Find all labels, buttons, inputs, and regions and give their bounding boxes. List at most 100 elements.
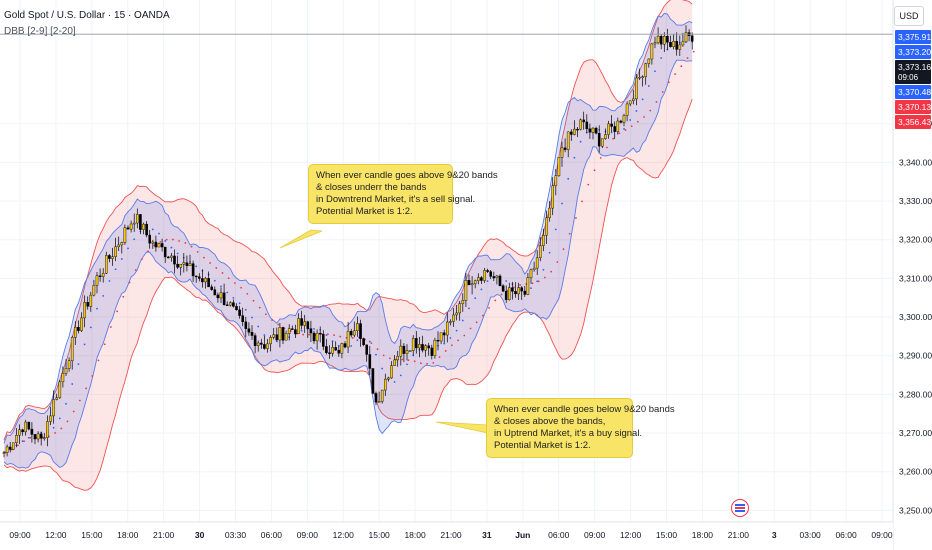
time-tick-label: Jun [515, 530, 530, 540]
tradingview-logo-icon[interactable] [731, 499, 749, 517]
basis-dot-outer [686, 57, 689, 59]
candle-body [275, 334, 279, 341]
candle-body [517, 287, 520, 295]
inner-band-fill [4, 13, 693, 469]
candle-body [247, 328, 251, 333]
basis-dot-inner [660, 57, 663, 59]
basis-dot-outer [575, 217, 577, 219]
candle-body [86, 302, 89, 307]
basis-dot-inner [257, 325, 260, 328]
basis-dot-outer [475, 321, 478, 324]
price-tick-label: 3,260.000 [899, 467, 932, 477]
basis-dot-outer [184, 242, 187, 244]
basis-dot-inner [251, 316, 253, 319]
candle-body [579, 119, 582, 130]
candle-body [573, 128, 576, 135]
candle-body [11, 442, 15, 450]
basis-dot-inner [158, 232, 160, 235]
basis-dot-outer [562, 248, 565, 251]
candle-body [18, 429, 21, 436]
basis-dot-outer [258, 306, 261, 309]
price-axis[interactable]: 3,250.000 3,260.000 3,270.000 3,280.000 3,29… [892, 0, 932, 550]
candle-body [33, 434, 37, 440]
candle-body [489, 271, 493, 277]
candle-body [663, 36, 666, 45]
basis-dot-outer [103, 343, 106, 346]
price-tick-label: 3,320.000 [899, 235, 932, 245]
basis-dot-inner [21, 440, 24, 443]
candle-body [353, 330, 356, 336]
candle-body [303, 321, 307, 326]
candle-body [188, 263, 192, 267]
time-tick-label: 09:00 [584, 530, 606, 540]
candle-body [145, 223, 148, 236]
basis-dot-outer [97, 359, 100, 362]
candle-body [210, 286, 214, 290]
candle-body [173, 255, 176, 265]
candle-body [514, 291, 517, 295]
candle-body [30, 428, 34, 435]
price-label: 3,370.138 [898, 102, 932, 112]
candle-body [55, 397, 58, 400]
candle-body [185, 262, 189, 267]
outer-band-upper [3, 0, 693, 441]
basis-dot-inner [393, 381, 396, 383]
sell-note-line: Potential Market is 1:2. [316, 206, 413, 217]
basis-dot-inner [542, 268, 545, 271]
candle-body [170, 255, 173, 258]
basis-dot-outer [29, 436, 32, 439]
sell-note-pointer [279, 229, 323, 249]
basis-dot-outer [407, 359, 410, 362]
basis-dot-outer [680, 65, 683, 68]
candle-body [495, 275, 499, 278]
candle-body [331, 347, 334, 354]
basis-dot-inner [331, 340, 334, 342]
candle-body [408, 350, 412, 352]
time-tick-label: 06:00 [548, 530, 570, 540]
basis-dot-outer [116, 310, 118, 313]
price-label-bg [895, 30, 931, 44]
time-axis-bg [0, 522, 893, 550]
candle-body [228, 302, 232, 306]
currency-button[interactable]: USD [894, 6, 924, 26]
basis-dot-outer [190, 245, 193, 248]
candle-body [278, 327, 282, 341]
basis-dot-outer [327, 333, 329, 336]
basis-dot-inner [263, 334, 266, 336]
basis-dot-inner [89, 326, 92, 329]
outer-band-lower [3, 98, 693, 491]
time-tick-label: 21:00 [728, 530, 750, 540]
basis-dot-inner [133, 238, 136, 241]
basis-dot-outer [420, 362, 422, 365]
candle-body [148, 234, 152, 244]
candle-body [548, 207, 551, 219]
basis-dot-outer [389, 357, 391, 360]
price-label: 3,373.160 [898, 62, 932, 72]
basis-dot-inner [58, 417, 61, 420]
price-tick-label: 3,330.000 [899, 196, 932, 206]
time-tick-label: 15:00 [81, 530, 103, 540]
basis-dot-inner [567, 177, 570, 180]
candle-body [108, 255, 111, 259]
candle-body [368, 354, 372, 369]
candle-body [219, 292, 223, 299]
time-tick-label: 30 [195, 530, 205, 540]
basis-dot-inner [573, 156, 576, 159]
basis-dot-inner [170, 246, 173, 249]
time-axis[interactable]: 09:00 12:00 15:00 18:00 21:00 30 03:30 06:00 09:… [0, 521, 893, 550]
candle-body [77, 326, 80, 331]
candle-body [67, 360, 71, 369]
candle-body [334, 347, 338, 351]
candle-body [349, 331, 353, 336]
basis-dot-outer [172, 238, 174, 241]
candle-body [111, 256, 114, 259]
basis-dot-outer [147, 250, 150, 253]
indicator-label[interactable]: DBB [2-9] [2-20] [4, 26, 76, 37]
candle-body [601, 138, 604, 147]
basis-dot-inner [406, 363, 408, 366]
time-tick-label: 06:00 [261, 530, 283, 540]
candle-body [346, 331, 350, 348]
basis-dot-inner [480, 288, 483, 291]
candle-body [477, 277, 480, 281]
